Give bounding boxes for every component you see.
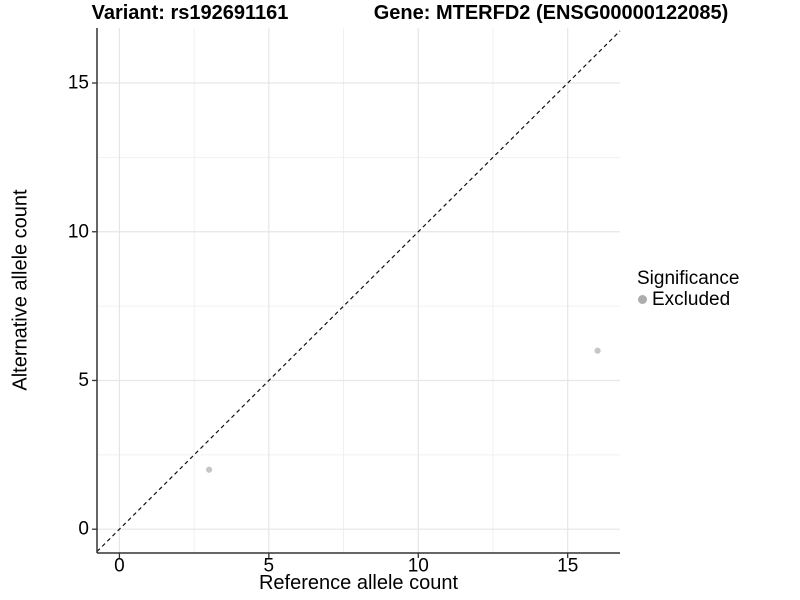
plot-title-gene: Gene: MTERFD2 (ENSG00000122085) — [373, 2, 729, 24]
legend: Significance Excluded — [637, 268, 740, 310]
x-tick-label: 0 — [114, 556, 125, 577]
legend-item-label: Excluded — [652, 288, 731, 310]
y-tick-label: 5 — [78, 370, 89, 391]
data-point — [594, 347, 601, 354]
y-tick-label: 0 — [78, 519, 89, 540]
x-tick-label: 5 — [264, 556, 275, 577]
y-axis-title: Alternative allele count — [9, 189, 32, 391]
legend-title: Significance — [637, 268, 740, 289]
x-axis-title: Reference allele count — [258, 572, 458, 594]
y-tick-label: 10 — [68, 221, 89, 242]
x-tick-label: 10 — [408, 556, 429, 577]
data-point — [205, 466, 213, 473]
x-tick-label: 15 — [557, 556, 578, 577]
plot-title-variant: Variant: rs192691161 — [91, 2, 289, 24]
excluded-point-icon — [638, 295, 647, 304]
identity-dashed-line — [96, 30, 621, 552]
legend-item-excluded: Excluded — [638, 288, 739, 310]
y-tick-label: 15 — [68, 73, 89, 94]
